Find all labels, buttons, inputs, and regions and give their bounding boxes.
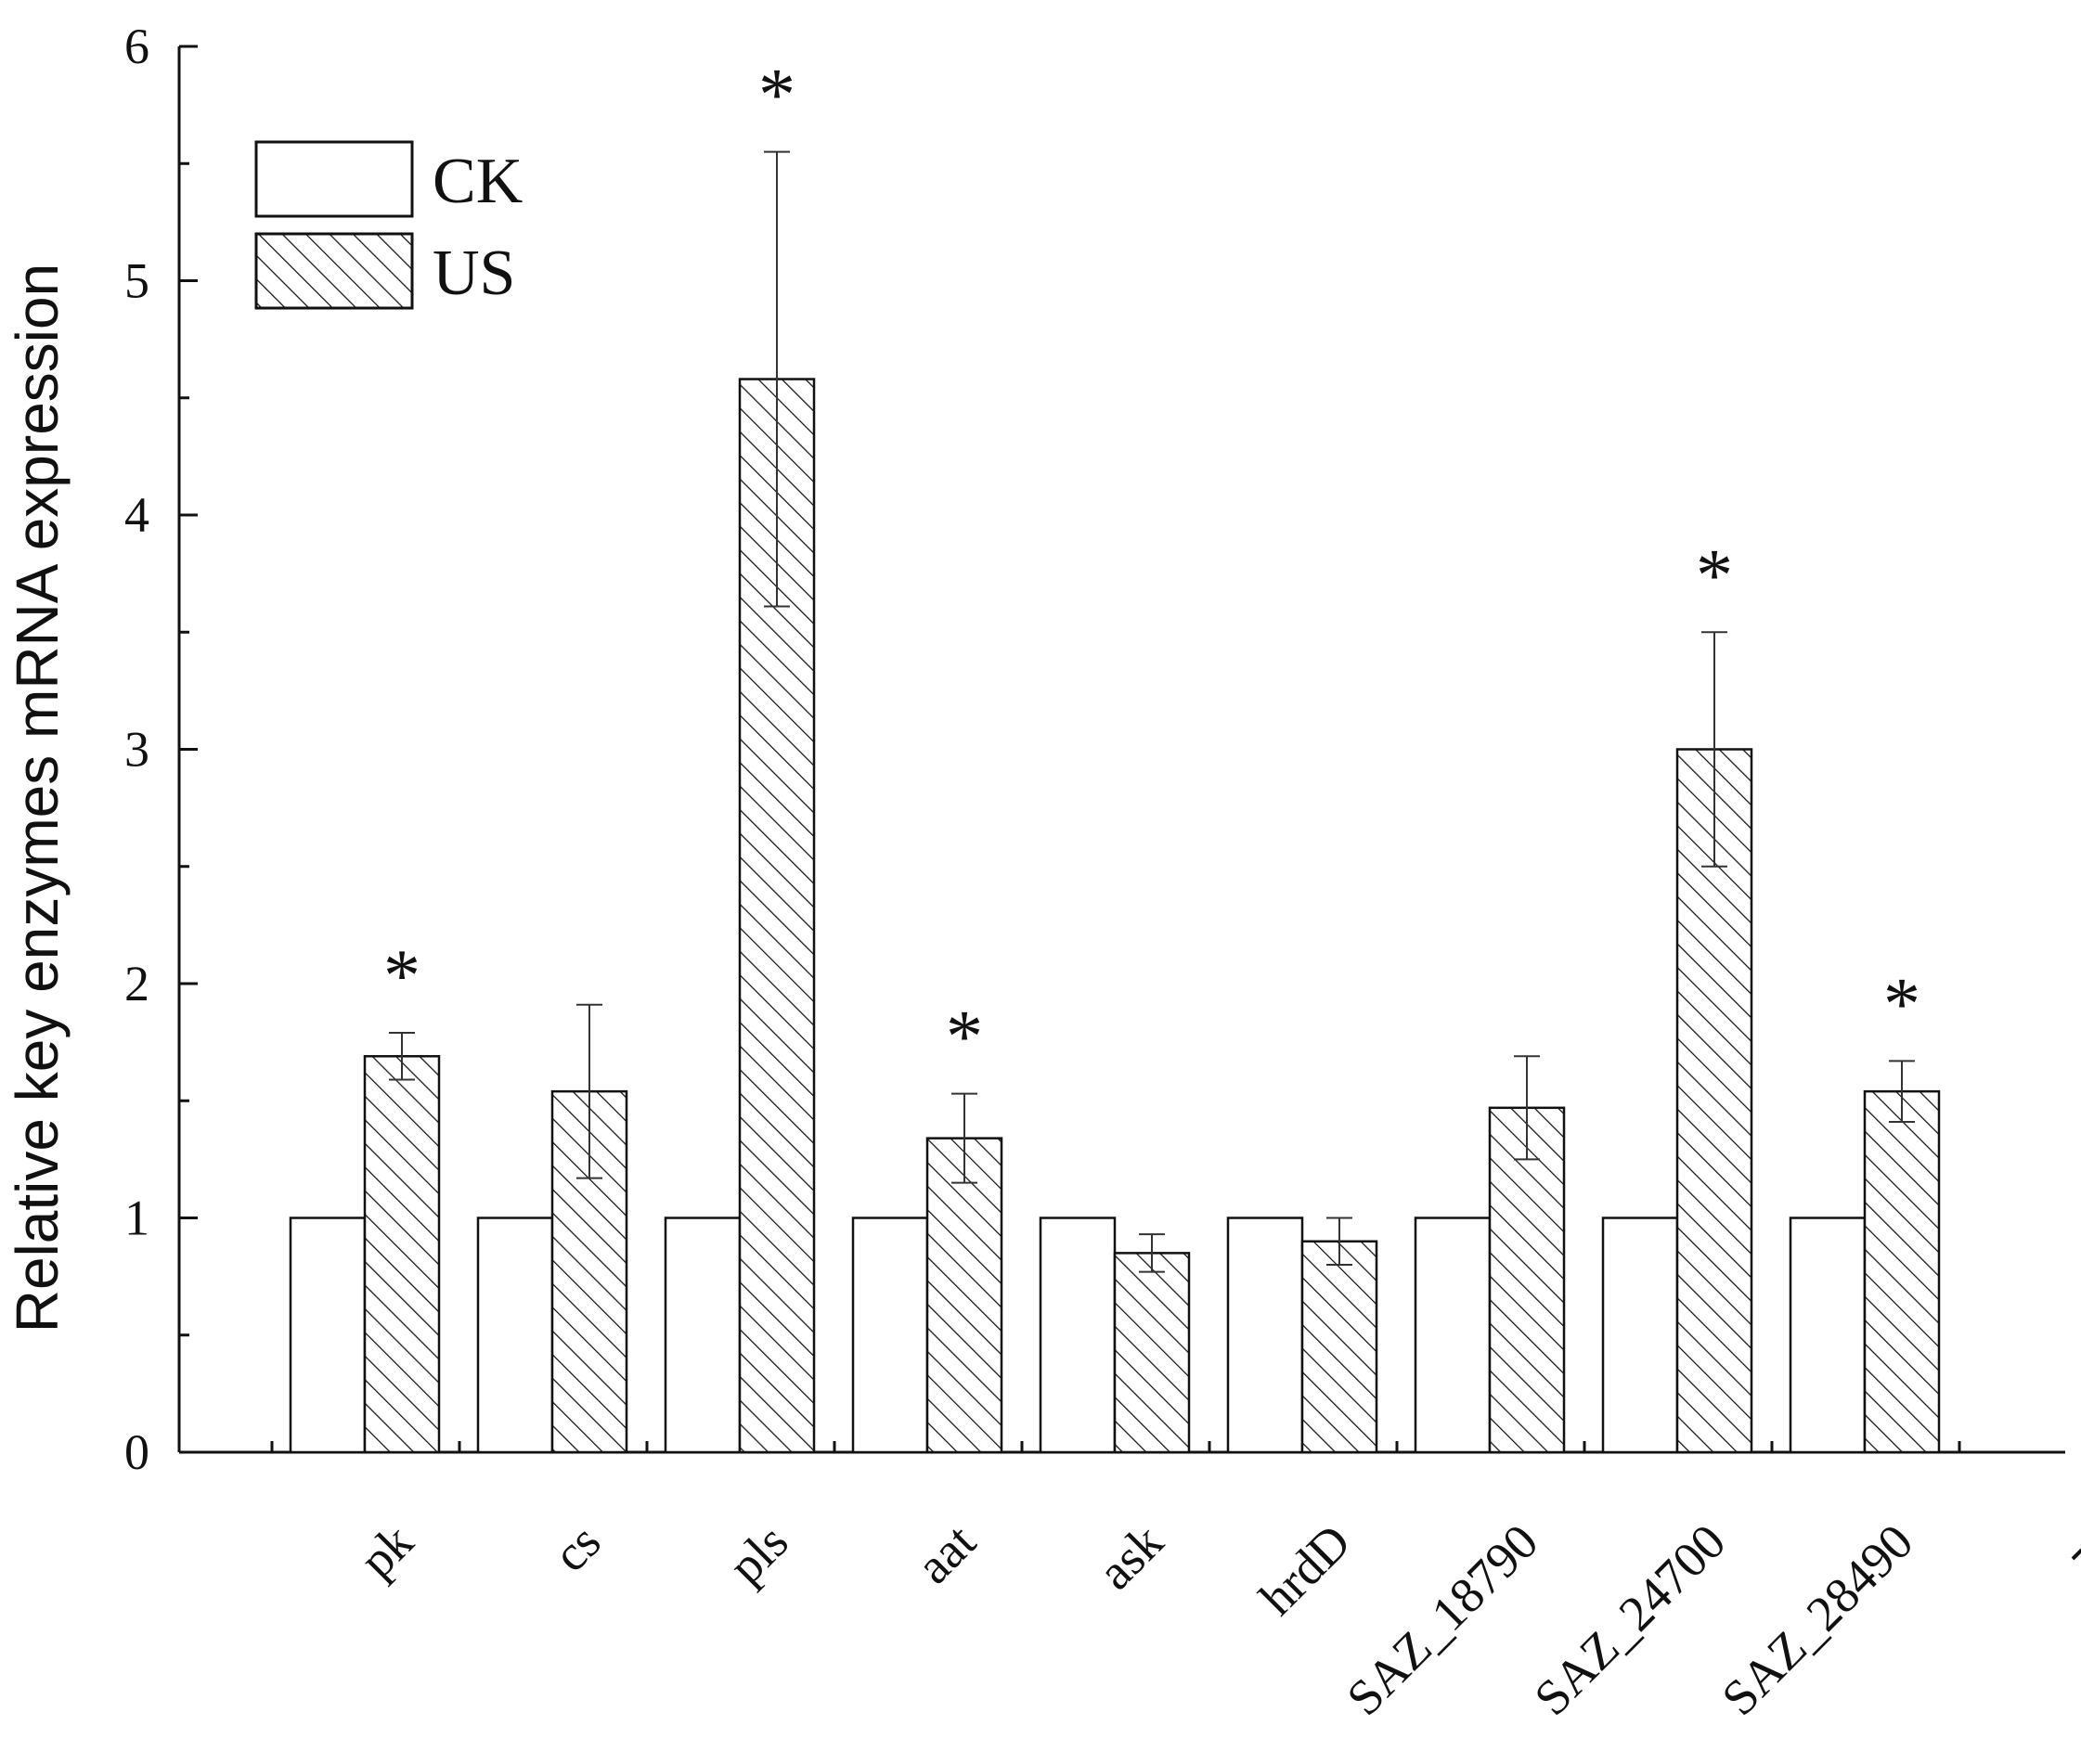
bar-us-aat [925,1137,1003,1454]
x-tick-label: pls [717,1513,798,1594]
bar-ck-ask [1039,1217,1117,1454]
bar-ck-SAZ_28490 [1789,1217,1867,1454]
significance-star-pls: * [758,55,795,136]
bar-ck-aat [851,1217,929,1454]
y-axis-title: Relative key enzymes mRNA expression [4,264,71,1333]
bar-us-ask [1113,1252,1191,1454]
legend-label-us: US [433,238,515,309]
x-tick-label: pk [349,1513,424,1589]
significance-star-aat: * [946,997,983,1078]
bar-us-pk [363,1055,441,1454]
significance-star-pk: * [383,935,420,1017]
y-tick-label: 5 [124,253,149,309]
significance-star-SAZ_28490: * [1883,963,1920,1045]
y-tick-label: 2 [124,956,149,1011]
bar-us-SAZ_28490 [1863,1089,1941,1454]
y-tick-label: 0 [124,1424,149,1480]
bar-us-SAZ_18790 [1488,1106,1566,1454]
y-tick-label: 3 [124,722,149,778]
y-tick-label: 4 [124,487,149,543]
bar-ck-cs [476,1217,554,1454]
bar-us-hrdD [1300,1240,1378,1454]
legend-label-ck: CK [433,146,523,217]
legend-swatch-ck [254,140,414,218]
bar-ck-SAZ_24700 [1601,1217,1679,1454]
bar-ck-pls [664,1217,742,1454]
x-tick-label: aat [906,1513,987,1594]
y-tick-label: 1 [124,1191,149,1246]
bar-ck-hrdD [1226,1217,1304,1454]
legend: CK US [254,140,523,310]
x-tick-label: SAZ_28490 [1711,1513,1923,1726]
significance-star-SAZ_24700: * [1696,534,1733,616]
x-tick-label: cs [542,1513,611,1582]
x-tick-label: ask [1087,1513,1173,1600]
bar-ck-SAZ_18790 [1414,1217,1492,1454]
x-tick-label: SAZ_24700 [1523,1513,1736,1726]
x-tick-label: -- [2049,1513,2081,1577]
legend-swatch-us [254,232,414,310]
x-tick-label: SAZ_18790 [1336,1513,1548,1726]
y-tick-label: 6 [124,19,149,74]
x-tick-label: hrdD [1249,1513,1362,1626]
bar-ck-pk [289,1217,367,1454]
